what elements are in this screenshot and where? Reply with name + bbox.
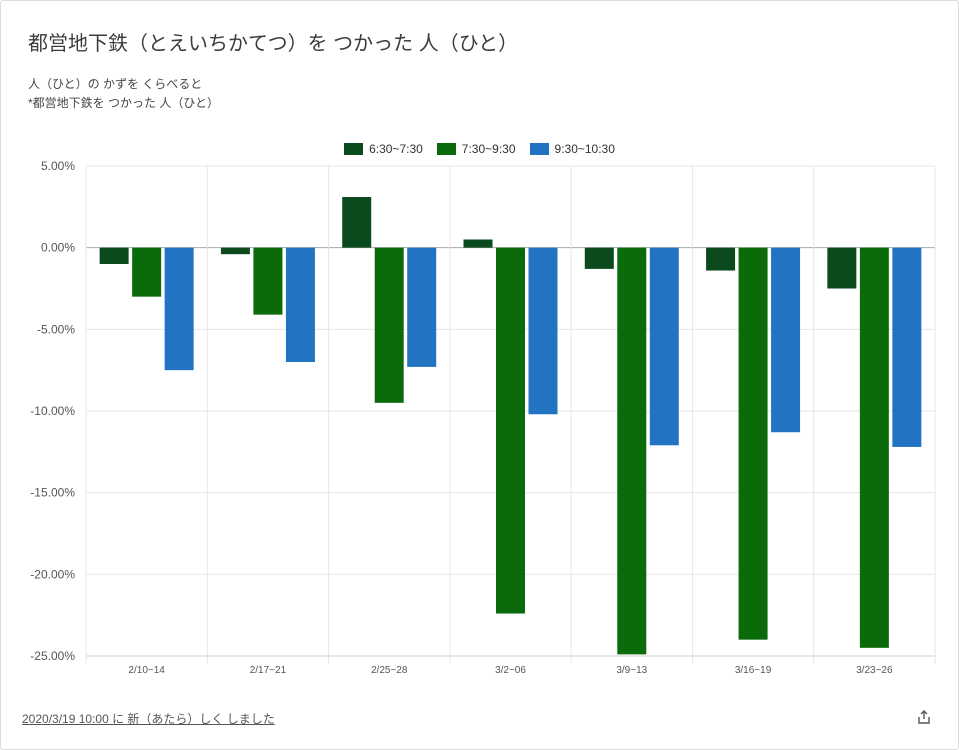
- chart-title: 都営地下鉄（とえいちかてつ）を つかった 人（ひと）: [28, 33, 519, 55]
- bar: [649, 247, 679, 446]
- subtitle-line-2: *都営地下鉄を つかった 人（ひと）: [28, 96, 219, 110]
- bar: [827, 247, 857, 289]
- bar: [463, 239, 493, 248]
- bar: [99, 247, 129, 264]
- legend-swatch: [529, 143, 549, 155]
- bar: [496, 247, 525, 614]
- chart-legend: 6:30~7:30 7:30~9:30 9:30~10:30: [0, 142, 959, 156]
- bar: [407, 247, 437, 367]
- x-tick-label: 3/9~13: [616, 665, 647, 676]
- bar: [374, 247, 404, 403]
- bar: [617, 247, 647, 655]
- y-tick-label: -20.00%: [30, 567, 75, 581]
- bar: [892, 247, 922, 447]
- bar: [771, 247, 801, 433]
- x-tick-label: 2/25~28: [371, 665, 408, 676]
- legend-item[interactable]: 7:30~9:30: [436, 142, 516, 156]
- x-tick-label: 3/2~06: [495, 665, 526, 676]
- y-tick-label: 5.00%: [41, 159, 75, 173]
- bar: [342, 197, 372, 248]
- legend-label: 7:30~9:30: [461, 142, 516, 156]
- legend-label: 6:30~7:30: [369, 142, 423, 156]
- x-tick-label: 2/17~21: [250, 665, 287, 676]
- y-tick-label: -5.00%: [37, 322, 75, 336]
- bar: [285, 247, 315, 362]
- chart-subtitle: 人（ひと）の かずを くらべると *都営地下鉄を つかった 人（ひと）: [28, 75, 219, 113]
- bar: [738, 247, 768, 640]
- bar: [706, 247, 736, 271]
- legend-item[interactable]: 9:30~10:30: [529, 142, 615, 156]
- bar: [220, 247, 250, 255]
- bar: [164, 247, 194, 371]
- bar: [584, 247, 614, 269]
- last-updated-link[interactable]: 2020/3/19 10:00 に 新（あたら）しく しました: [22, 712, 275, 726]
- subtitle-line-1: 人（ひと）の かずを くらべると: [28, 77, 203, 91]
- legend-item[interactable]: 6:30~7:30: [344, 142, 423, 156]
- legend-label: 9:30~10:30: [554, 142, 615, 156]
- x-tick-label: 3/23~26: [856, 665, 893, 676]
- legend-swatch: [436, 143, 456, 155]
- y-tick-label: -25.00%: [30, 649, 75, 663]
- bar: [253, 247, 283, 315]
- share-icon[interactable]: [916, 709, 932, 725]
- y-tick-label: -10.00%: [30, 404, 75, 418]
- x-tick-label: 2/10~14: [128, 665, 165, 676]
- bar: [528, 247, 558, 415]
- x-tick-label: 3/16~19: [735, 665, 772, 676]
- bar: [132, 247, 162, 297]
- legend-swatch: [344, 143, 364, 155]
- bar: [859, 247, 889, 648]
- y-tick-label: -15.00%: [30, 486, 75, 500]
- y-tick-label: 0.00%: [41, 241, 75, 255]
